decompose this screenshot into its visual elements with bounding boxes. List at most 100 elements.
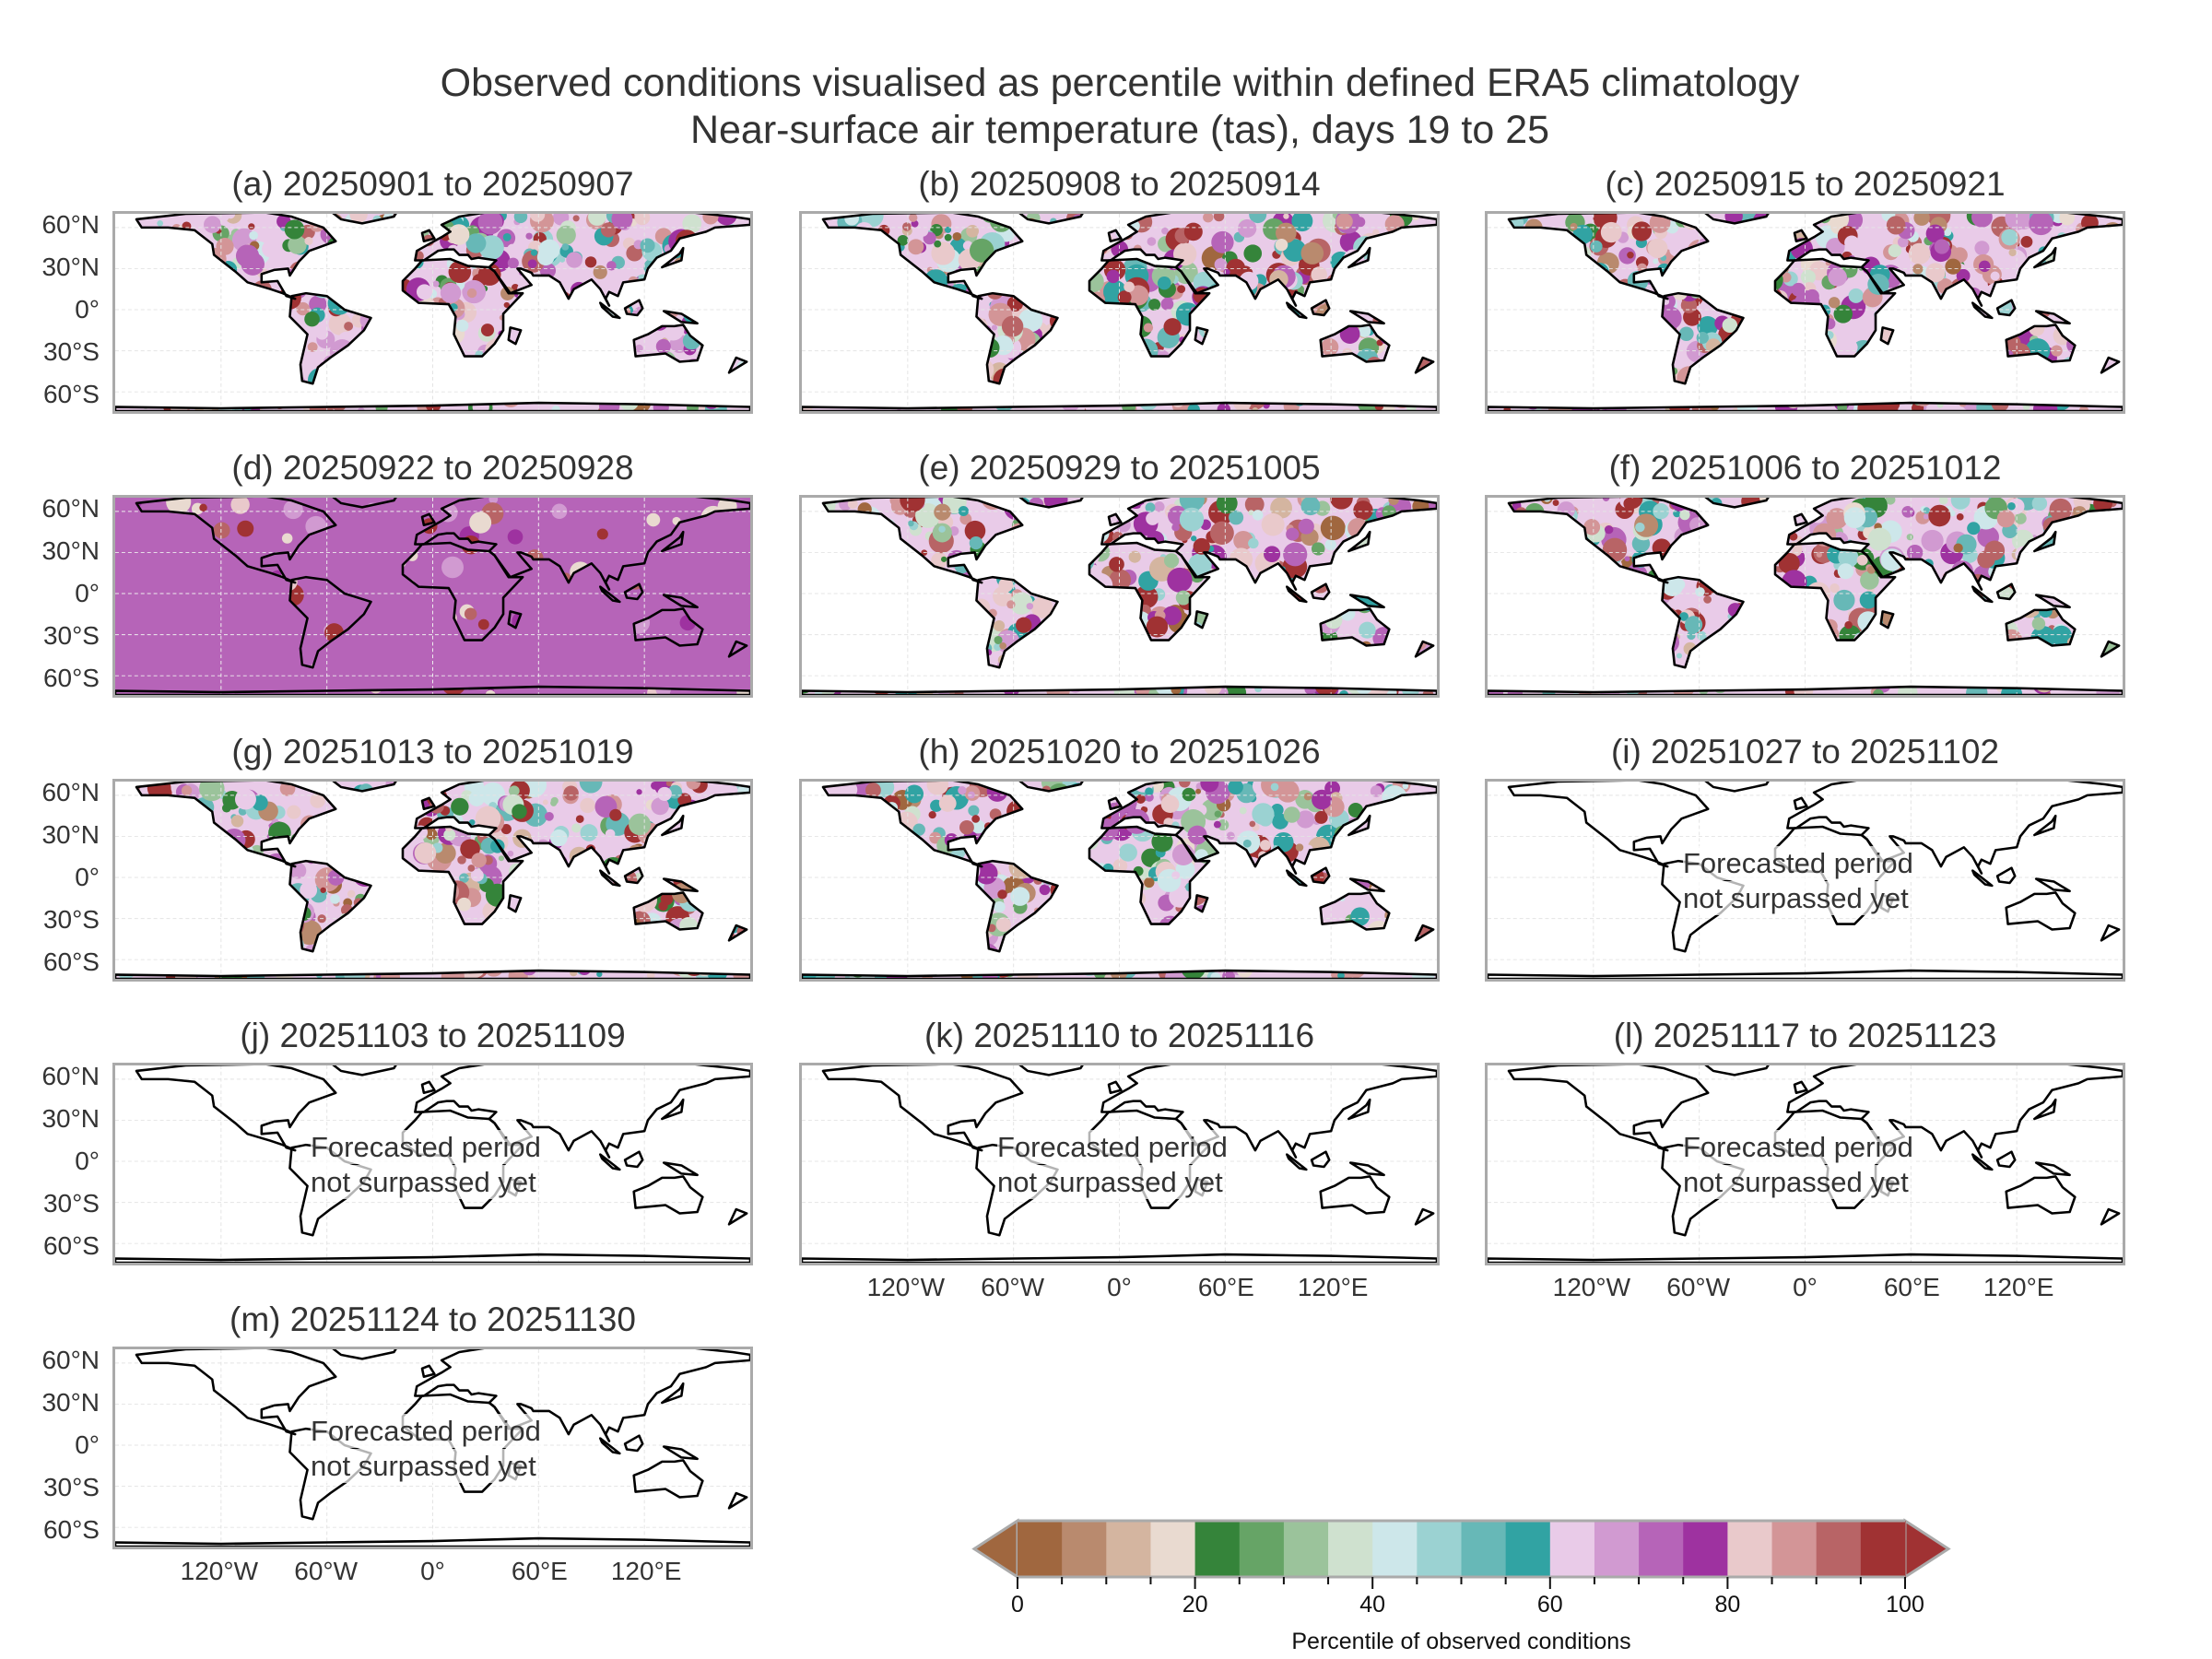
percentile-patch	[348, 847, 362, 860]
percentile-patch	[284, 219, 305, 240]
percentile-patch	[1940, 645, 1963, 668]
percentile-patch	[719, 839, 746, 865]
percentile-patch	[1055, 544, 1068, 557]
percentile-patch	[292, 966, 313, 979]
percentile-patch	[180, 265, 194, 279]
percentile-patch	[710, 245, 717, 252]
percentile-patch	[115, 239, 124, 251]
map-panel	[799, 495, 1440, 698]
percentile-patch	[399, 917, 421, 939]
panel-title: (f) 20251006 to 20251012	[1608, 449, 2002, 487]
percentile-patch	[1394, 253, 1403, 262]
percentile-patch	[1504, 326, 1516, 337]
coastline	[2034, 594, 2071, 609]
percentile-patch	[1359, 578, 1376, 594]
percentile-patch	[1935, 371, 1954, 390]
percentile-patch	[469, 512, 492, 534]
percentile-patch	[1097, 323, 1119, 345]
percentile-patch	[537, 921, 556, 938]
percentile-patch	[871, 353, 885, 366]
percentile-patch	[1373, 559, 1381, 567]
percentile-patch	[1512, 650, 1533, 671]
coastline	[623, 299, 644, 317]
land-base	[115, 687, 750, 695]
percentile-patch	[1131, 354, 1152, 374]
percentile-patch	[1146, 512, 1159, 525]
percentile-patch	[1117, 290, 1132, 304]
percentile-patch	[804, 555, 820, 571]
percentile-patch	[911, 559, 919, 567]
percentile-patch	[1019, 558, 1041, 579]
percentile-patch	[886, 559, 910, 583]
percentile-patch	[1146, 616, 1169, 638]
percentile-patch	[982, 669, 993, 679]
percentile-patch	[1393, 573, 1406, 587]
percentile-patch	[1038, 540, 1060, 562]
percentile-patch	[1721, 673, 1733, 685]
percentile-patch	[1500, 255, 1520, 275]
percentile-patch	[1210, 521, 1234, 545]
percentile-patch	[1844, 621, 1853, 629]
percentile-patch	[2068, 648, 2094, 674]
percentile-patch	[602, 321, 625, 344]
percentile-patch	[1206, 905, 1227, 925]
lat-tick-label: 30°N	[41, 820, 100, 850]
percentile-patch	[1404, 588, 1422, 606]
percentile-patch	[1748, 666, 1755, 673]
percentile-patch	[970, 238, 994, 263]
percentile-patch	[1978, 260, 1991, 273]
percentile-patch	[233, 379, 244, 391]
percentile-patch	[394, 824, 410, 840]
percentile-patch	[1098, 377, 1120, 398]
percentile-patch	[1657, 607, 1679, 629]
percentile-patch	[186, 350, 206, 369]
percentile-patch	[1908, 322, 1934, 347]
percentile-patch	[1147, 237, 1157, 246]
percentile-patch	[1598, 560, 1606, 568]
coastline	[507, 894, 523, 913]
percentile-patch	[1542, 610, 1565, 633]
percentile-patch	[152, 235, 159, 242]
percentile-patch	[178, 237, 200, 258]
percentile-patch	[620, 930, 641, 951]
percentile-patch	[2076, 300, 2085, 309]
percentile-patch	[465, 233, 487, 253]
percentile-patch	[1866, 565, 1876, 574]
percentile-patch	[1971, 381, 1977, 387]
percentile-patch	[1367, 920, 1391, 944]
percentile-patch	[115, 303, 127, 324]
percentile-patch	[1088, 252, 1101, 265]
percentile-patch	[1558, 263, 1574, 278]
percentile-patch	[1927, 358, 1947, 377]
percentile-patch	[1828, 267, 1847, 287]
percentile-patch	[728, 262, 750, 285]
coastline	[420, 229, 436, 243]
percentile-patch	[1778, 552, 1800, 574]
percentile-patch	[2031, 617, 2046, 630]
percentile-patch	[817, 368, 828, 379]
percentile-patch	[1925, 569, 1934, 578]
percentile-patch	[538, 865, 556, 883]
percentile-patch	[1815, 374, 1838, 397]
percentile-patch	[1956, 345, 1967, 356]
percentile-patch	[1372, 309, 1397, 334]
percentile-patch	[1488, 652, 1508, 675]
percentile-patch	[516, 347, 524, 357]
percentile-patch	[230, 883, 246, 898]
percentile-patch	[1525, 301, 1533, 309]
percentile-patch	[1190, 371, 1199, 382]
percentile-patch	[1496, 579, 1521, 603]
percentile-patch	[241, 312, 265, 335]
percentile-patch	[1301, 606, 1312, 617]
percentile-patch	[1749, 584, 1769, 604]
percentile-patch	[1301, 892, 1316, 907]
percentile-patch	[124, 945, 135, 956]
percentile-patch	[949, 653, 962, 665]
percentile-patch	[845, 378, 857, 390]
percentile-patch	[1559, 591, 1567, 597]
percentile-patch	[877, 606, 885, 614]
percentile-patch	[1953, 543, 1963, 553]
percentile-patch	[894, 633, 920, 659]
percentile-patch	[1043, 298, 1060, 314]
percentile-patch	[1202, 653, 1210, 661]
